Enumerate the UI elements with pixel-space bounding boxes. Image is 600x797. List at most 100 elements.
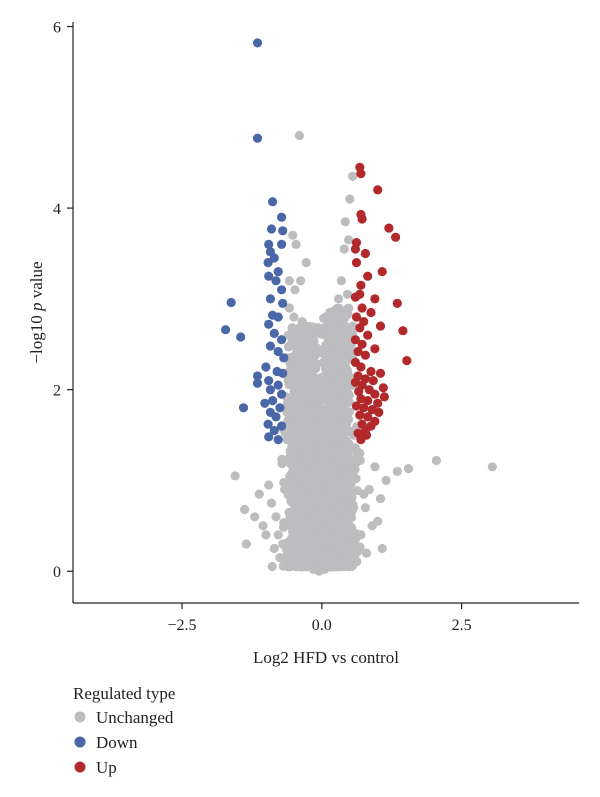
point-unchanged: [377, 543, 387, 554]
point-unchanged: [297, 317, 307, 327]
point-down: [273, 346, 283, 357]
point-down: [273, 380, 283, 390]
point-up: [363, 412, 373, 422]
point-unchanged: [309, 427, 319, 437]
point-unchanged: [278, 457, 288, 467]
point-unchanged: [288, 519, 298, 530]
point-unchanged: [307, 418, 318, 428]
point-unchanged: [291, 501, 301, 511]
point-up: [357, 303, 367, 313]
point-unchanged: [286, 339, 296, 349]
point-up: [379, 392, 389, 402]
point-unchanged: [350, 534, 360, 545]
point-unchanged: [261, 530, 271, 540]
point-unchanged: [342, 366, 353, 377]
point-unchanged: [307, 365, 317, 375]
point-down: [236, 332, 246, 342]
point-up: [366, 307, 376, 318]
point-down: [265, 294, 275, 304]
point-unchanged: [290, 385, 300, 395]
point-unchanged: [309, 322, 319, 332]
point-unchanged: [305, 469, 315, 479]
point-unchanged: [282, 482, 292, 492]
point-up: [350, 244, 360, 254]
point-down: [264, 239, 274, 249]
point-unchanged: [313, 545, 323, 555]
point-unchanged: [296, 483, 306, 493]
point-down: [268, 396, 278, 406]
point-down: [268, 197, 278, 207]
y-tick-label: 0: [53, 564, 61, 581]
point-down: [269, 328, 279, 338]
point-up: [350, 292, 360, 302]
points-layer: [221, 38, 497, 576]
point-down: [238, 403, 249, 413]
axes-layer: 0 2 4 6 −2.5 0.0 2.5 Log2 HFD vs control −log10 …: [27, 20, 579, 667]
point-unchanged: [333, 333, 343, 343]
point-down: [277, 389, 287, 399]
point-down: [273, 312, 283, 322]
point-unchanged: [340, 307, 350, 318]
point-unchanged: [324, 353, 334, 363]
point-unchanged: [367, 521, 377, 531]
point-unchanged: [330, 490, 340, 500]
point-unchanged: [431, 455, 441, 466]
point-unchanged: [284, 303, 294, 313]
point-unchanged: [278, 539, 288, 549]
point-unchanged: [307, 513, 317, 524]
point-unchanged: [345, 194, 355, 204]
point-unchanged: [338, 344, 348, 354]
point-up: [375, 368, 386, 378]
point-unchanged: [320, 345, 330, 355]
point-unchanged: [342, 289, 353, 299]
point-up: [351, 312, 362, 322]
point-up: [363, 330, 373, 340]
point-unchanged: [341, 389, 351, 399]
point-unchanged: [258, 521, 268, 531]
point-down: [266, 224, 277, 234]
point-unchanged: [315, 329, 325, 339]
point-unchanged: [328, 413, 339, 423]
point-unchanged: [250, 512, 260, 522]
point-unchanged: [291, 239, 301, 249]
point-unchanged: [341, 436, 352, 446]
point-unchanged: [344, 235, 354, 245]
point-unchanged: [275, 553, 285, 563]
point-unchanged: [271, 512, 281, 522]
legend: Regulated type Unchanged Down Up: [73, 684, 175, 777]
point-unchanged: [241, 539, 251, 549]
point-unchanged: [311, 478, 321, 488]
point-unchanged: [283, 376, 293, 386]
point-unchanged: [309, 378, 319, 388]
point-unchanged: [296, 276, 306, 286]
point-down: [278, 368, 288, 378]
point-up: [356, 435, 366, 445]
point-unchanged: [331, 421, 341, 431]
point-unchanged: [337, 398, 347, 408]
point-unchanged: [331, 386, 341, 397]
point-unchanged: [322, 482, 332, 492]
point-unchanged: [230, 471, 240, 481]
point-unchanged: [324, 532, 334, 542]
y-tick-label: 6: [53, 20, 61, 37]
x-tick-label: 2.5: [452, 617, 472, 634]
point-unchanged: [336, 276, 346, 286]
point-unchanged: [348, 543, 358, 554]
point-up: [351, 258, 362, 268]
point-unchanged: [338, 541, 348, 551]
point-up: [353, 346, 363, 357]
point-down: [263, 419, 273, 429]
point-unchanged: [293, 543, 303, 554]
point-down: [271, 276, 281, 286]
point-unchanged: [307, 536, 317, 546]
point-up: [377, 267, 387, 277]
x-tick-label: −2.5: [168, 617, 197, 634]
point-unchanged: [333, 435, 343, 445]
point-unchanged: [288, 466, 298, 476]
point-down: [221, 325, 231, 335]
point-down: [278, 226, 288, 236]
point-down: [252, 133, 263, 143]
point-up: [402, 356, 412, 366]
point-unchanged: [370, 462, 380, 472]
point-unchanged: [333, 499, 343, 509]
